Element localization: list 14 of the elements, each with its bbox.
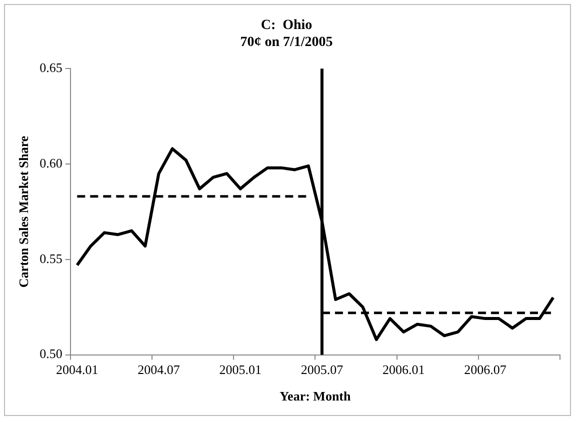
x-tick-label: 2006.01 (382, 362, 425, 378)
y-tick-label: 0.60 (40, 155, 62, 170)
chart-title: C: Ohio (260, 18, 312, 34)
y-axis-title: Carton Sales Market Share (16, 136, 32, 288)
y-tick-label: 0.55 (40, 250, 62, 266)
x-tick-label: 2004.07 (138, 362, 180, 378)
x-tick-label: 2005.07 (300, 362, 344, 378)
x-axis-title: Year: Month (280, 388, 352, 404)
y-tick-label: 0.50 (40, 346, 62, 362)
x-tick-label: 2005.01 (219, 362, 262, 378)
x-tick-label: 2006.07 (464, 362, 507, 378)
y-tick-label: 0.65 (40, 60, 62, 76)
x-tick-label: 2004.01 (56, 362, 98, 378)
chart-subtitle: 70¢ on 7/1/2005 (240, 34, 333, 50)
